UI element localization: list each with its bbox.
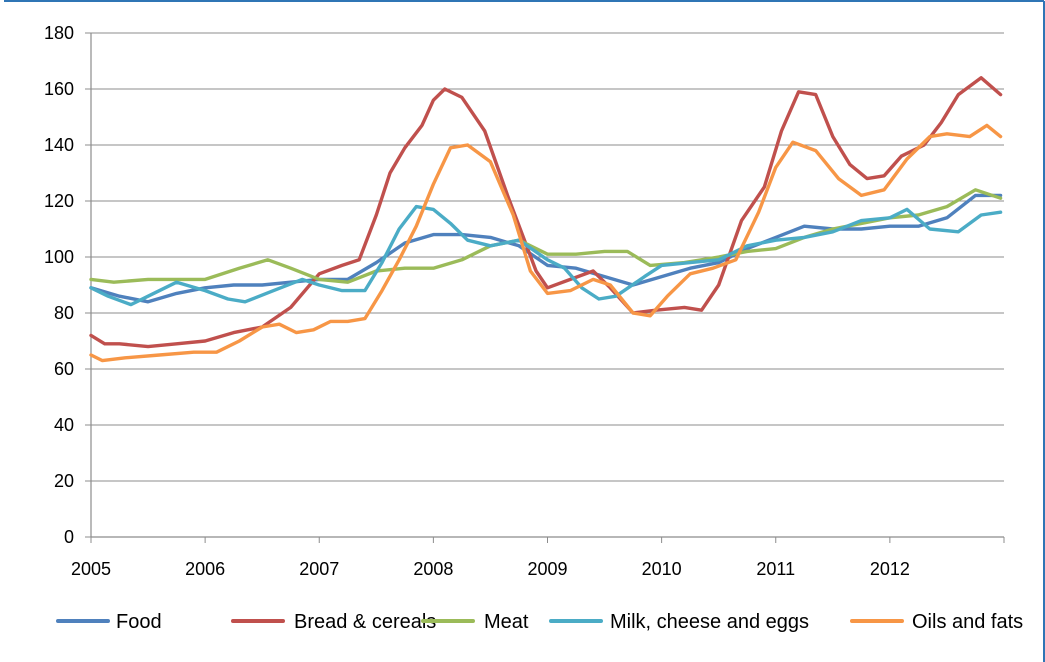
- x-tick-label-2008: 2008: [413, 559, 453, 579]
- y-tick-label-100: 100: [44, 247, 74, 267]
- x-tick-label-2010: 2010: [642, 559, 682, 579]
- y-tick-label-40: 40: [54, 415, 74, 435]
- series-line-meat: [89, 188, 1003, 284]
- x-tick-label-2005: 2005: [71, 559, 111, 579]
- legend-label-milk-cheese-and-eggs: Milk, cheese and eggs: [610, 611, 809, 633]
- legend-label-meat: Meat: [484, 611, 529, 633]
- x-tick-label-2006: 2006: [185, 559, 225, 579]
- series-line-oils-and-fats: [89, 123, 1003, 363]
- legend-label-bread-cereals: Bread & cereals: [294, 611, 436, 633]
- y-tick-label-20: 20: [54, 471, 74, 491]
- y-tick-label-60: 60: [54, 359, 74, 379]
- y-tick-label-80: 80: [54, 303, 74, 323]
- x-tick-label-2007: 2007: [299, 559, 339, 579]
- legend-label-food: Food: [116, 611, 162, 633]
- x-tick-label-2012: 2012: [870, 559, 910, 579]
- y-tick-label-180: 180: [44, 23, 74, 43]
- legend-label-oils-and-fats: Oils and fats: [912, 611, 1023, 633]
- legend: Food Bread & cereals Meat Milk, cheese and …: [56, 611, 1023, 633]
- series-lines: [89, 76, 1003, 363]
- y-tick-label-140: 140: [44, 135, 74, 155]
- y-tick-label-0: 0: [64, 527, 74, 547]
- x-tick-label-2009: 2009: [527, 559, 567, 579]
- y-tick-label-160: 160: [44, 79, 74, 99]
- series-line-bread-cereals: [89, 76, 1003, 349]
- y-tick-label-120: 120: [44, 191, 74, 211]
- series-line-milk-cheese-and-eggs: [89, 204, 1003, 307]
- gridlines: [91, 32, 1004, 538]
- series-line-food: [89, 193, 1003, 304]
- axes: 0 20 40 60 80 100 120 140 160 180 2005 2006 2007 2008…: [44, 23, 1005, 579]
- x-tick-label-2011: 2011: [756, 559, 795, 579]
